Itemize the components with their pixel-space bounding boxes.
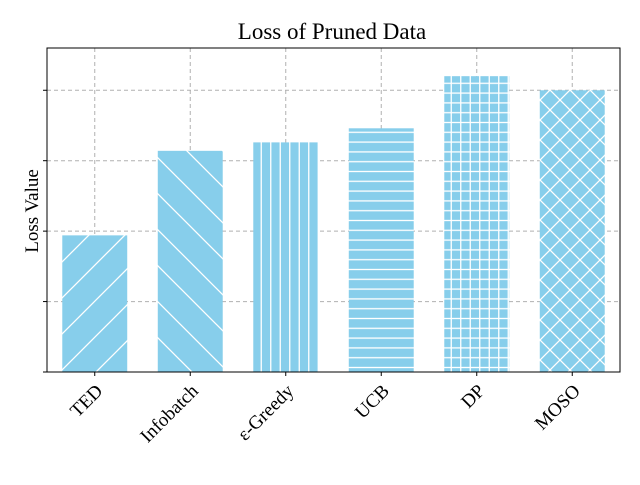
chart-title: Loss of Pruned Data bbox=[238, 19, 426, 44]
x-tick-label: UCB bbox=[351, 381, 393, 423]
axes bbox=[43, 47, 621, 376]
bar-greedy bbox=[253, 142, 319, 372]
x-tick-label: Infobatch bbox=[136, 380, 203, 447]
x-tick-label: DP bbox=[457, 381, 489, 413]
grid-lines bbox=[47, 48, 620, 372]
bar-ucb bbox=[348, 128, 414, 372]
x-tick-label: TED bbox=[66, 381, 107, 422]
bar-infobatch bbox=[157, 150, 223, 372]
bar-moso bbox=[539, 90, 605, 373]
x-tick-label: ε-Greedy bbox=[234, 380, 299, 445]
bars bbox=[62, 76, 605, 373]
x-tick-labels: TED Infobatch ε-Greedy UCB DP MOSO bbox=[66, 380, 584, 447]
y-axis-label: Loss Value bbox=[22, 169, 43, 253]
bar-dp bbox=[444, 76, 510, 372]
plot-frame bbox=[46, 47, 621, 373]
bar-ted bbox=[62, 235, 128, 372]
x-tick-label: MOSO bbox=[531, 381, 585, 435]
